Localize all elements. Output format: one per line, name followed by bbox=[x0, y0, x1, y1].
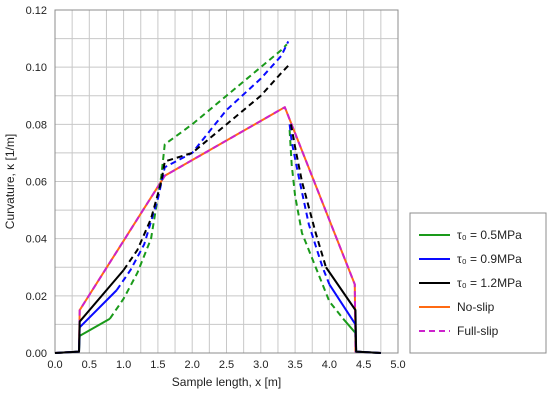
series-line bbox=[289, 124, 327, 268]
x-tick-label: 2.0 bbox=[185, 359, 200, 371]
x-tick-label: 0.0 bbox=[47, 359, 62, 371]
y-tick-label: 0.10 bbox=[26, 62, 47, 74]
x-tick-label: 3.5 bbox=[287, 359, 302, 371]
series-line bbox=[288, 129, 344, 320]
x-tick-label: 1.5 bbox=[150, 359, 165, 371]
legend-label: Full-slip bbox=[457, 324, 499, 338]
x-axis-label: Sample length, x [m] bbox=[172, 375, 281, 389]
y-tick-label: 0.06 bbox=[26, 177, 47, 189]
series-line bbox=[54, 106, 381, 354]
series-line bbox=[342, 318, 381, 354]
series-line bbox=[54, 269, 125, 354]
grid-lines bbox=[54, 9, 399, 354]
y-tick-label: 0.04 bbox=[26, 234, 47, 246]
y-tick-labels: 0.00 0.02 0.04 0.06 0.08 0.10 0.12 bbox=[26, 5, 47, 360]
legend-label: τ₀ = 0.9MPa bbox=[457, 252, 522, 266]
series-line bbox=[109, 43, 288, 320]
legend-label: τ₀ = 1.2MPa bbox=[457, 276, 522, 290]
y-tick-label: 0.08 bbox=[26, 119, 47, 131]
x-tick-label: 1.0 bbox=[116, 359, 131, 371]
series-line bbox=[122, 63, 291, 271]
series-line bbox=[288, 124, 331, 285]
x-tick-label: 4.0 bbox=[322, 359, 337, 371]
x-tick-labels: 0.0 0.5 1.0 1.5 2.0 2.5 3.0 3.5 4.0 4.5 5.0 bbox=[47, 359, 405, 371]
series-layer bbox=[54, 41, 381, 354]
series-line bbox=[54, 106, 381, 354]
legend-label: No-slip bbox=[457, 300, 495, 314]
x-tick-label: 0.5 bbox=[82, 359, 97, 371]
y-tick-label: 0.00 bbox=[26, 348, 47, 360]
y-axis-label: Curvature, κ [1/m] bbox=[3, 134, 17, 229]
plot-area-frame bbox=[54, 9, 399, 354]
legend-label: τ₀ = 0.5MPa bbox=[457, 228, 522, 242]
y-tick-label: 0.02 bbox=[26, 291, 47, 303]
series-line bbox=[115, 41, 290, 291]
legend: τ₀ = 0.5MPa τ₀ = 0.9MPa τ₀ = 1.2MPa No-slip… bbox=[409, 212, 547, 354]
x-tick-label: 3.0 bbox=[253, 359, 268, 371]
x-tick-label: 2.5 bbox=[219, 359, 234, 371]
series-line bbox=[325, 266, 381, 354]
y-tick-label: 0.12 bbox=[26, 5, 47, 17]
x-tick-label: 4.5 bbox=[356, 359, 371, 371]
x-tick-label: 5.0 bbox=[390, 359, 405, 371]
